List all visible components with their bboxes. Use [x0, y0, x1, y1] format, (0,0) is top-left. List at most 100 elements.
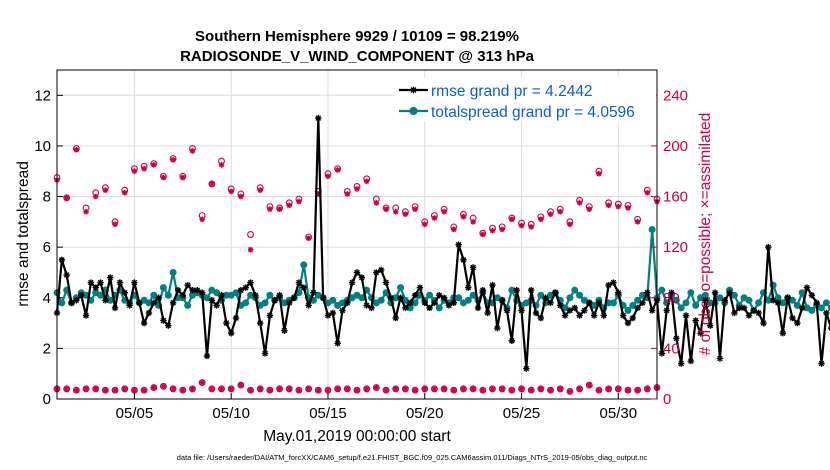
rmse-point	[527, 286, 535, 294]
rmse-point	[208, 297, 216, 304]
rmse-point	[484, 309, 491, 317]
rmse-point	[707, 322, 714, 329]
obs-assimilated-point	[92, 193, 99, 200]
obs-possible-point	[392, 385, 400, 393]
obs-assimilated-point	[257, 386, 264, 392]
obs-assimilated-point	[102, 387, 109, 393]
rmse-point	[469, 264, 477, 271]
obs-assimilated-point	[363, 386, 370, 392]
obs-possible-point	[585, 381, 593, 389]
rmse-point	[639, 299, 646, 307]
rmse-point	[644, 289, 651, 296]
totalspread-point	[300, 261, 308, 269]
rmse-point	[281, 327, 288, 334]
obs-assimilated-point	[160, 383, 167, 390]
rmse-point	[92, 284, 99, 291]
obs-assimilated-point	[305, 235, 312, 242]
totalspread-point	[426, 291, 434, 299]
obs-assimilated-point	[392, 386, 399, 392]
rmse-point	[131, 279, 138, 286]
obs-assimilated-point	[170, 157, 176, 163]
obs-assimilated-point	[334, 167, 341, 173]
obs-assimilated-point	[112, 221, 118, 228]
obs-assimilated-point	[334, 386, 341, 392]
legend-totalspread-marker	[409, 106, 418, 116]
obs-possible-point	[247, 231, 254, 238]
obs-possible-point	[450, 386, 458, 394]
plot-frame	[56, 69, 658, 400]
left-axis-label: rmse and totalspread	[15, 161, 32, 307]
plot-area	[53, 69, 830, 400]
rmse-point	[513, 286, 520, 294]
rmse-point	[382, 279, 390, 286]
obs-assimilated-point	[247, 387, 254, 393]
obs-assimilated-point	[73, 387, 80, 393]
rmse-point	[465, 284, 472, 291]
totalspread-point	[397, 284, 405, 292]
obs-assimilated-point	[315, 387, 322, 393]
rmse-point	[237, 286, 245, 294]
rmse-point	[218, 292, 225, 299]
right-tick-label: 40	[663, 340, 680, 357]
rmse-point	[440, 294, 448, 301]
obs-possible-point	[547, 386, 554, 394]
obs-possible-point	[150, 384, 158, 392]
rmse-point	[716, 355, 724, 362]
obs-assimilated-point	[160, 174, 167, 181]
obs-possible-point	[498, 385, 506, 393]
left-tick-label: 8	[43, 189, 51, 206]
rmse-point	[450, 299, 457, 307]
obs-assimilated-point	[538, 386, 544, 392]
rmse-point	[194, 286, 201, 294]
obs-assimilated-point	[228, 386, 234, 392]
obs-assimilated-point	[286, 386, 293, 392]
left-tick-label: 12	[34, 87, 51, 104]
obs-assimilated-point	[373, 384, 380, 391]
obs-assimilated-point	[83, 386, 89, 392]
obs-possible-point	[556, 385, 564, 393]
obs-assimilated-point	[412, 206, 418, 212]
rmse-point	[436, 292, 443, 299]
obs-assimilated-point	[150, 384, 157, 391]
rmse-point	[682, 312, 690, 319]
rmse-point	[247, 279, 254, 286]
rmse-point	[184, 281, 191, 289]
rmse-point	[532, 309, 540, 317]
rmse-point	[82, 312, 90, 319]
obs-assimilated-point	[605, 202, 612, 209]
obs-assimilated-point	[112, 387, 118, 393]
x-tick-label: 05/30	[600, 405, 638, 422]
obs-assimilated-point	[518, 386, 525, 392]
obs-possible-point	[72, 386, 80, 394]
rmse-point	[344, 299, 351, 307]
obs-possible-point	[334, 385, 342, 393]
legend: rmse grand pr = 4.2442 totalspread grand…	[394, 77, 656, 121]
obs-possible-point	[101, 386, 109, 394]
rmse-point	[789, 314, 796, 322]
obs-assimilated-point	[402, 211, 409, 218]
obs-assimilated-point	[199, 216, 205, 223]
rmse-point	[334, 340, 341, 347]
rmse-point	[668, 289, 675, 296]
obs-assimilated-point	[325, 387, 331, 393]
obs-assimilated-point	[499, 226, 505, 233]
left-tick-label: 0	[43, 391, 51, 408]
obs-assimilated-point	[257, 187, 264, 194]
obs-assimilated-point	[509, 216, 515, 223]
rmse-point	[242, 284, 249, 291]
obs-possible-point	[266, 386, 274, 394]
obs-possible-point	[92, 385, 100, 393]
obs-assimilated-point	[180, 174, 186, 181]
obs-possible-point	[82, 385, 90, 393]
totalspread-point	[677, 304, 685, 312]
totalspread-point	[261, 299, 269, 307]
totalspread-point	[566, 294, 574, 302]
rmse-point	[121, 289, 128, 296]
rmse-point	[460, 256, 467, 264]
rmse-point	[358, 274, 366, 281]
rmse-point	[561, 312, 569, 319]
obs-assimilated-point	[470, 219, 476, 225]
obs-assimilated-point	[218, 386, 225, 392]
obs-possible-point	[140, 386, 148, 394]
obs-assimilated-point	[615, 386, 622, 392]
